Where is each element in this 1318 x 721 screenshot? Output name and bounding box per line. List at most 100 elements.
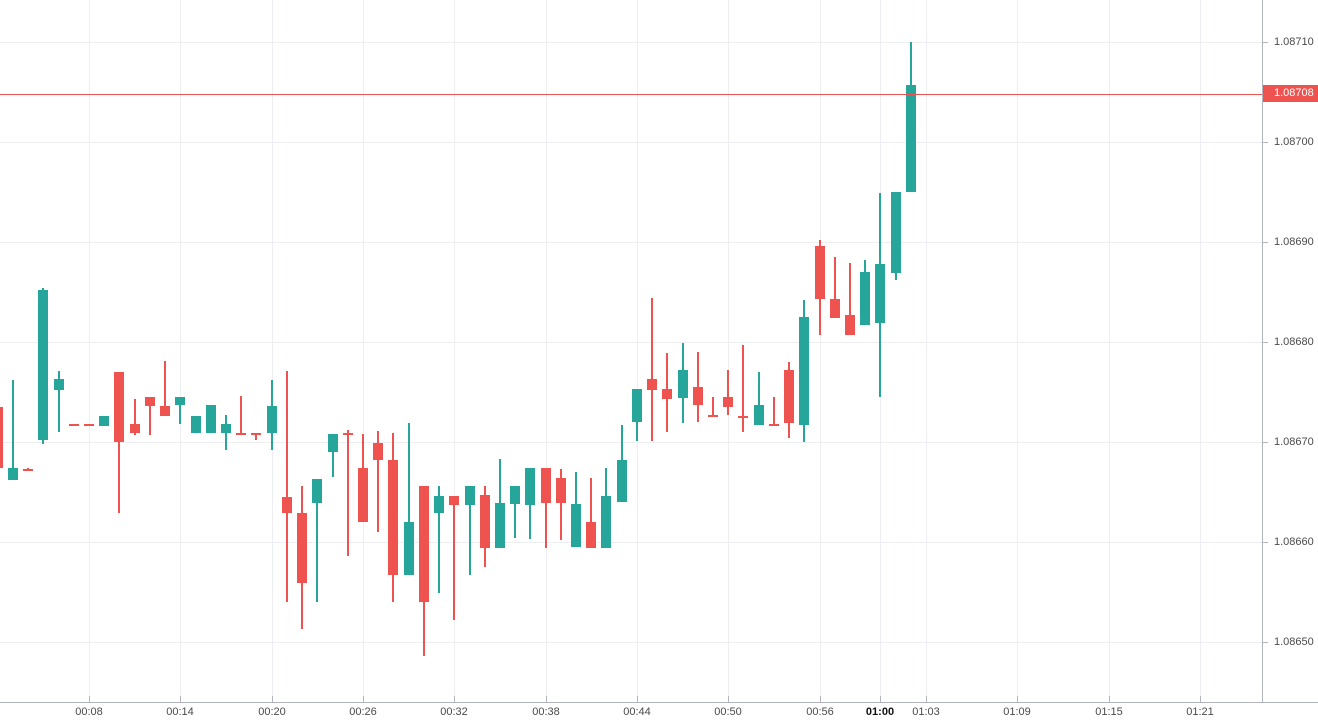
time-tick-label: 00:32 [440, 706, 468, 718]
candle-body [525, 468, 536, 505]
candle-body [53, 379, 64, 390]
time-gridline [454, 0, 455, 702]
time-tick [880, 696, 881, 702]
candle-wick [179, 397, 182, 424]
candle-body [631, 389, 642, 422]
candle-body [905, 85, 916, 192]
candle-wick [833, 257, 836, 318]
time-tick-label: 01:15 [1095, 706, 1123, 718]
time-tick-label: 00:44 [623, 706, 651, 718]
candle-body [7, 468, 18, 480]
price-gridline [0, 342, 1262, 343]
candle-body [220, 424, 231, 433]
time-tick [728, 696, 729, 702]
time-tick [89, 696, 90, 702]
candle-body [540, 468, 551, 503]
time-tick [363, 696, 364, 702]
candle-body [175, 397, 186, 405]
price-gridline [0, 542, 1262, 543]
candle-body [479, 495, 490, 548]
time-tick [820, 696, 821, 702]
candle-body [586, 522, 597, 548]
candle-wick [148, 397, 151, 435]
candle-body [829, 299, 840, 318]
time-gridline [363, 0, 364, 702]
candle-body [434, 496, 445, 513]
time-tick [1109, 696, 1110, 702]
candle-body [647, 379, 658, 390]
candle-body [281, 497, 292, 513]
candle-wick [590, 478, 593, 548]
candle-wick [57, 371, 60, 432]
candle-wick [544, 468, 547, 548]
candle-body [297, 513, 308, 583]
candle-wick [331, 434, 334, 477]
price-gridline [0, 642, 1262, 643]
candle-body [860, 272, 871, 325]
time-tick-label: 00:20 [258, 706, 286, 718]
price-tick-label: 1.08700 [1274, 136, 1314, 148]
candle-body [144, 397, 155, 406]
price-tick [1263, 142, 1268, 143]
time-axis[interactable]: 00:08 00:14 00:20 00:26 00:32 00:38 00:44 00:50… [0, 702, 1318, 721]
time-gridline [180, 0, 181, 702]
price-tick [1263, 442, 1268, 443]
candle-body [708, 415, 719, 417]
chart-plot-area[interactable] [0, 0, 1262, 702]
price-tick [1263, 342, 1268, 343]
time-gridline [637, 0, 638, 702]
candle-wick [255, 433, 258, 440]
time-tick [637, 696, 638, 702]
time-gridline [1109, 0, 1110, 702]
candle-body [616, 460, 627, 502]
price-tick-label: 1.08690 [1274, 236, 1314, 248]
candle-wick [453, 496, 456, 620]
candle-body [129, 424, 140, 433]
candle-wick [849, 263, 851, 335]
candle-body [784, 370, 795, 423]
price-gridline [0, 242, 1262, 243]
candle-body [677, 370, 688, 398]
candle-body [662, 389, 673, 399]
price-tick [1263, 642, 1268, 643]
candle-wick [407, 423, 410, 575]
candle-wick [240, 396, 243, 434]
candle-body [266, 406, 277, 433]
time-gridline [926, 0, 927, 702]
time-tick-label: 00:08 [75, 706, 103, 718]
candle-body [753, 405, 764, 425]
time-tick [454, 696, 455, 702]
candle-wick [346, 430, 349, 556]
candle-wick [11, 380, 14, 480]
last-price-label: 1.08708 [1263, 85, 1318, 102]
candle-body [768, 424, 779, 426]
time-gridline [1200, 0, 1201, 702]
candle-body [875, 264, 886, 323]
time-tick [926, 696, 927, 702]
time-tick [1017, 696, 1018, 702]
price-tick-label: 1.08670 [1274, 436, 1314, 448]
candle-wick [133, 399, 136, 435]
time-gridline [1017, 0, 1018, 702]
time-gridline [546, 0, 547, 702]
candle-body [464, 486, 475, 505]
candle-body [236, 433, 247, 435]
time-tick [546, 696, 547, 702]
candle-wick [438, 486, 441, 593]
candle-body [114, 372, 125, 442]
price-gridline [0, 42, 1262, 43]
time-tick-label: 00:50 [714, 706, 742, 718]
candle-wick [468, 486, 471, 575]
candle-body [723, 397, 734, 407]
candle-body [738, 416, 749, 418]
time-tick-label: 01:09 [1003, 706, 1031, 718]
candle-body [890, 192, 901, 273]
candle-wick [27, 468, 30, 470]
price-axis[interactable]: 1.08710 1.08700 1.08690 1.08680 1.08670 1.086… [1262, 0, 1318, 702]
candle-body [692, 387, 703, 405]
time-tick [1200, 696, 1201, 702]
candle-body [23, 469, 34, 471]
time-gridline [89, 0, 90, 702]
time-tick-label: 01:00 [865, 706, 895, 718]
